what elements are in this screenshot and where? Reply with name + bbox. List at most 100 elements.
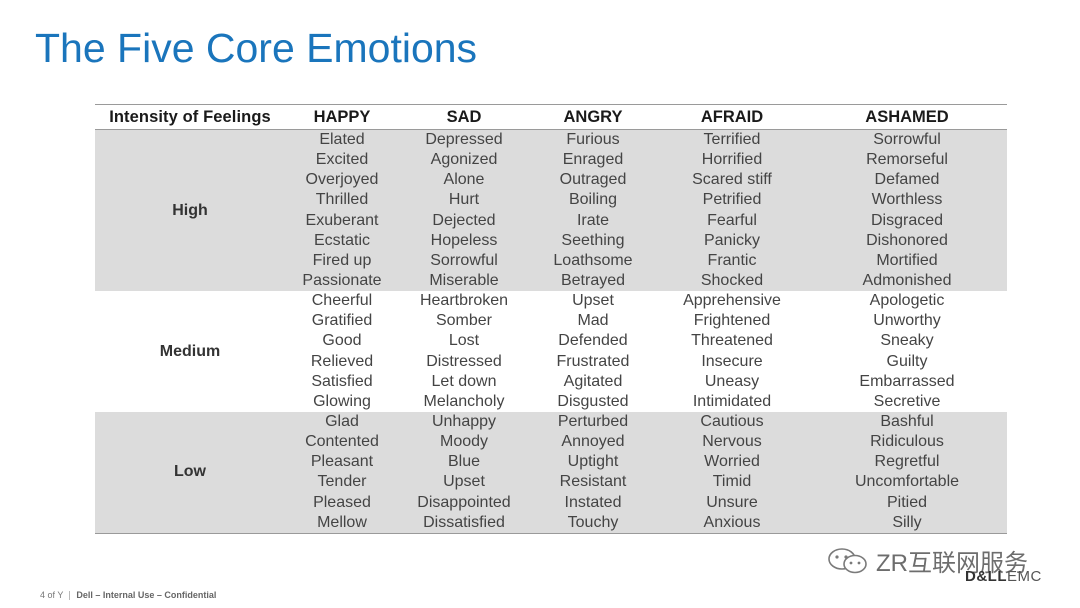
emotion-word: Remorseful	[866, 151, 948, 169]
watermark-text: ZR互联网服务	[876, 550, 1028, 577]
emotion-word: Horrified	[701, 151, 763, 169]
emotion-word: Guilty	[886, 352, 928, 370]
emotion-word: Frustrated	[556, 352, 630, 370]
emotion-word: Fired up	[312, 251, 372, 269]
intensity-group-low: Low Glad Contented Pleasant Tender Pleased Mel…	[95, 411, 1007, 533]
emotion-word: Secretive	[873, 392, 941, 410]
emotion-word: Unworthy	[873, 312, 941, 330]
emotion-word: Agitated	[563, 372, 623, 390]
emotion-word: Hopeless	[430, 231, 498, 249]
emotion-column-afraid: Cautious Nervous Worried Timid Unsure Anxious	[657, 412, 807, 533]
emotion-column-afraid: Terrified Horrified Scared stiff Petrified F…	[657, 130, 807, 291]
emotion-word: Cautious	[700, 412, 764, 430]
emotion-column-ashamed: Apologetic Unworthy Sneaky Guilty Embarrasse…	[807, 291, 1007, 412]
emotion-column-happy: Cheerful Gratified Good Relieved Satisfied Gl…	[285, 291, 399, 412]
emotion-word: Admonished	[862, 271, 952, 289]
emotion-word: Upset	[572, 292, 614, 310]
emotion-word: Lost	[448, 332, 480, 350]
emotion-word: Disgraced	[870, 211, 944, 229]
intensity-group-high: High Elated Excited Overjoyed Thrilled Exuber…	[95, 130, 1007, 292]
emotion-word: Nervous	[702, 433, 762, 451]
emotion-column-angry: Furious Enraged Outraged Boiling Irate Seethi…	[529, 130, 657, 291]
emotion-word: Defended	[558, 332, 628, 350]
emotion-word: Glad	[325, 412, 359, 430]
emotion-word: Uncomfortable	[854, 473, 960, 491]
wechat-icon	[828, 547, 867, 573]
emotion-word: Terrified	[703, 131, 761, 148]
emotion-word: Defamed	[874, 171, 940, 189]
emotion-word: Sneaky	[880, 332, 934, 350]
emotion-word: Boiling	[568, 191, 618, 209]
emotion-word: Distressed	[426, 352, 502, 370]
emotion-word: Irate	[576, 211, 609, 229]
emotion-word: Threatened	[691, 332, 773, 350]
emotion-word: Overjoyed	[305, 171, 379, 189]
brand-emc: EMC	[1007, 568, 1042, 585]
emotion-word: Contented	[305, 433, 379, 451]
emotion-word: Worthless	[871, 191, 943, 209]
emotion-word: Panicky	[703, 231, 761, 249]
emotions-table: Intensity of Feelings HAPPY SAD ANGRY AF…	[95, 104, 1007, 534]
header-angry: ANGRY	[563, 107, 623, 126]
emotion-word: Bashful	[880, 412, 934, 430]
emotion-word: Tender	[317, 473, 367, 491]
emotion-word: Loathsome	[553, 251, 633, 269]
intensity-level-label: Low	[174, 463, 206, 481]
intensity-group-medium: Medium Cheerful Gratified Good Relieved Satis…	[95, 291, 1007, 412]
emotion-word: Upset	[443, 473, 485, 491]
emotion-word: Passionate	[302, 271, 382, 289]
emotion-column-angry: Upset Mad Defended Frustrated Agitated Disgus…	[529, 291, 657, 412]
table-header-row: Intensity of Feelings HAPPY SAD ANGRY AF…	[95, 105, 1007, 130]
footer-divider	[69, 590, 71, 600]
header-happy: HAPPY	[313, 107, 371, 126]
emotion-word: Gratified	[311, 312, 373, 330]
emotion-word: Uneasy	[704, 372, 760, 390]
emotion-word: Petrified	[702, 191, 762, 209]
emotion-word: Cheerful	[311, 292, 373, 310]
emotion-word: Enraged	[562, 151, 624, 169]
emotion-word: Thrilled	[315, 191, 369, 209]
emotion-word: Good	[322, 332, 362, 350]
emotion-word: Apologetic	[869, 292, 945, 310]
emotion-word: Unsure	[706, 493, 758, 511]
emotion-word: Scared stiff	[692, 171, 772, 189]
emotion-word: Depressed	[425, 131, 503, 148]
emotion-word: Silly	[892, 513, 922, 531]
emotion-word: Agonized	[430, 151, 498, 169]
slide-footer: 4 of Y Dell – Internal Use – Confidentia…	[40, 590, 216, 600]
emotion-column-ashamed: Bashful Ridiculous Regretful Uncomfortable P…	[807, 412, 1007, 533]
emotion-word: Worried	[704, 453, 760, 471]
emotion-column-sad: Unhappy Moody Blue Upset Disappointed Dissati…	[399, 412, 529, 533]
table-body: High Elated Excited Overjoyed Thrilled Exuber…	[95, 130, 1007, 533]
emotion-word: Dissatisfied	[423, 513, 505, 531]
emotion-column-happy: Elated Excited Overjoyed Thrilled Exuberant E…	[285, 130, 399, 291]
emotion-word: Alone	[443, 171, 485, 189]
emotion-word: Unhappy	[431, 412, 497, 430]
emotion-word: Annoyed	[561, 433, 625, 451]
page-number: 4 of Y	[40, 590, 64, 600]
emotion-word: Anxious	[703, 513, 761, 531]
emotion-word: Uptight	[567, 453, 619, 471]
emotion-column-sad: Heartbroken Somber Lost Distressed Let down M…	[399, 291, 529, 412]
emotion-word: Dishonored	[866, 231, 948, 249]
emotion-word: Miserable	[429, 271, 499, 289]
watermark: ZR互联网服务	[826, 543, 1028, 578]
emotion-word: Exuberant	[305, 211, 379, 229]
emotion-word: Insecure	[701, 352, 763, 370]
dell-emc-logo: D&LLEMC	[965, 568, 1042, 585]
emotion-word: Hurt	[448, 191, 480, 209]
emotion-word: Apprehensive	[683, 292, 781, 310]
emotion-word: Betrayed	[560, 271, 626, 289]
emotion-word: Sorrowful	[873, 131, 941, 148]
emotion-word: Blue	[447, 453, 481, 471]
emotion-word: Resistant	[559, 473, 627, 491]
emotion-word: Furious	[566, 131, 620, 148]
emotion-column-afraid: Apprehensive Frightened Threatened Insecure…	[657, 291, 807, 412]
header-intensity: Intensity of Feelings	[109, 107, 271, 126]
emotion-word: Fearful	[707, 211, 757, 229]
emotion-word: Instated	[564, 493, 622, 511]
brand-dell: D&LL	[965, 568, 1007, 585]
intensity-level-label: Medium	[159, 342, 221, 360]
emotion-word: Disappointed	[417, 493, 511, 511]
header-afraid: AFRAID	[700, 107, 764, 126]
